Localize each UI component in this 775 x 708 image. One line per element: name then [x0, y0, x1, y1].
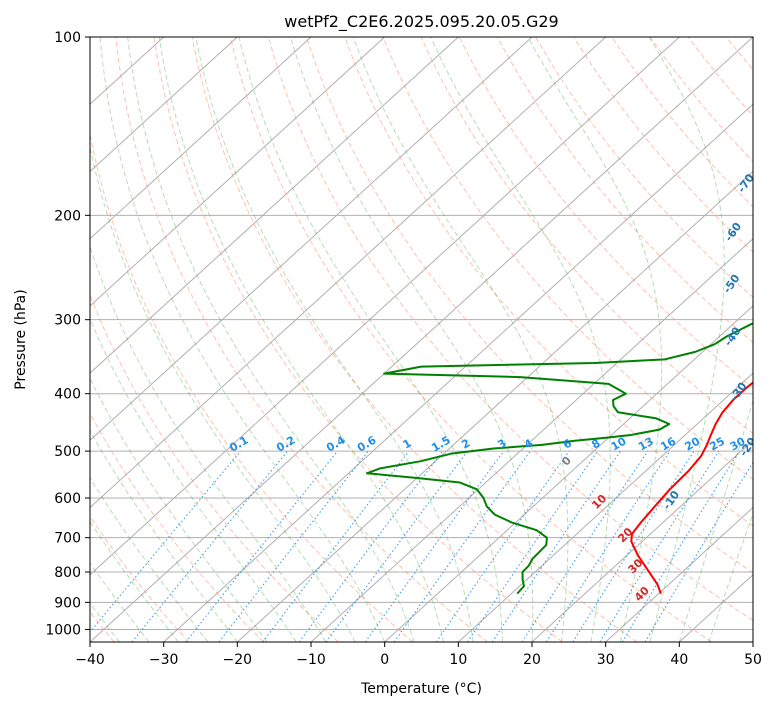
y-tick-label: 200: [54, 208, 81, 224]
dry-adiabat-line: [382, 37, 753, 481]
dry-adiabat-line: [268, 37, 753, 622]
moist-adiabat-line: [90, 245, 327, 642]
y-tick-label: 300: [54, 313, 81, 329]
plot-area: 0.10.20.40.611.52346810131620253036-100-…: [90, 37, 768, 642]
mixing-ratio-label: 36: [748, 434, 768, 453]
skewed-isotherm-gridlines: [90, 37, 753, 642]
moist-adiabat-line: [99, 37, 386, 642]
dry-adiabat-line: [229, 37, 712, 642]
mixing-ratio-line: [131, 450, 289, 642]
moist-adiabat-line: [127, 37, 415, 642]
isotherm-line: [605, 506, 753, 642]
y-tick-label: 600: [54, 491, 81, 507]
mixing-ratio-line: [467, 450, 599, 642]
chart-title: wetPf2_C2E6.2025.095.20.05.G29: [284, 12, 558, 32]
x-axis-label: Temperature (°C): [360, 681, 482, 697]
mixing-ratio-line: [262, 450, 410, 642]
dry-adiabat-line: [115, 37, 488, 642]
isotherm-line: [90, 37, 386, 307]
mixing-ratio-line: [90, 450, 242, 633]
moist-adiabat-line: [90, 429, 238, 642]
mixing-ratio-line: [364, 450, 505, 642]
mixing-ratio-line: [599, 450, 720, 642]
isotherm-line: [90, 37, 238, 173]
moist-adiabat-line: [90, 317, 297, 642]
dry-adiabat-line: [420, 37, 753, 435]
dry-adiabat-line: [458, 37, 753, 389]
isotherm-line: [236, 170, 753, 642]
moist-adiabat-line: [195, 37, 474, 642]
dry-adiabat-line: [90, 131, 414, 642]
moist-adiabat-line: [90, 377, 268, 642]
x-axis-ticks: −40 −30 −20 −10 0 10 20 30 40 50: [75, 642, 762, 668]
dry-adiabat-line: [496, 37, 753, 344]
y-axis-label: Pressure (hPa): [13, 289, 29, 389]
moist-adiabat-line: [289, 37, 534, 642]
y-tick-label: 100: [54, 30, 81, 46]
moist-adiabat-line: [708, 512, 753, 642]
moist-adiabat-line: [90, 144, 356, 642]
moist-adiabat-line: [527, 37, 663, 642]
mixing-ratio-line: [218, 450, 369, 642]
isotherm-line: [384, 305, 753, 642]
mixing-ratio-lines: [90, 450, 753, 642]
y-axis-ticks: 1000 900 800 700 600 500 400 300 200 100: [45, 30, 90, 638]
plot-frame: [89, 36, 754, 643]
isotherm-line: [90, 37, 459, 374]
sounding-profiles: [365, 322, 753, 595]
mixing-ratio-line: [393, 450, 531, 642]
moist-adiabat-line: [648, 37, 725, 642]
dry-adiabat-lines: [90, 37, 753, 642]
isotherm-line: [90, 37, 312, 240]
x-tick-label: −40: [75, 652, 105, 668]
y-tick-label: 700: [54, 531, 81, 547]
dry-adiabat-line: [611, 37, 753, 208]
dry-adiabat-line: [306, 37, 753, 574]
moist-adiabat-line: [678, 398, 753, 642]
moist-adiabat-lines: [90, 37, 753, 642]
x-tick-label: 10: [449, 652, 467, 668]
mixing-ratio-line: [185, 450, 338, 642]
dry-adiabat-line: [344, 37, 753, 527]
y-tick-label: 800: [54, 565, 81, 581]
mixing-ratio-line: [644, 461, 753, 642]
dry-adiabat-line: [191, 37, 638, 642]
dry-adiabat-line: [90, 515, 190, 642]
temperature-profile-line: [630, 381, 753, 594]
isotherm-line: [90, 37, 680, 576]
isotherm-line: [163, 103, 753, 642]
x-tick-label: 20: [523, 652, 541, 668]
dewpoint-profile-line: [365, 322, 753, 595]
dry-adiabat-line: [90, 293, 339, 642]
y-tick-label: 1000: [45, 622, 81, 638]
y-tick-label: 500: [54, 444, 81, 460]
x-tick-label: −20: [223, 652, 253, 668]
isotherm-line: [531, 439, 753, 642]
isotherm-line: [90, 37, 533, 442]
mixing-ratio-line: [621, 450, 740, 642]
isotherm-line: [457, 372, 753, 642]
moist-adiabat-line: [158, 37, 445, 642]
x-tick-label: −10: [296, 652, 326, 668]
moist-adiabat-line: [352, 37, 569, 642]
mixing-ratio-line: [545, 450, 671, 642]
moist-adiabat-line: [238, 37, 504, 642]
x-tick-label: 0: [380, 652, 389, 668]
mixing-ratio-line: [572, 450, 695, 642]
isotherm-line: [90, 37, 607, 509]
x-tick-label: 40: [670, 652, 688, 668]
dry-adiabat-line: [535, 37, 753, 298]
dry-adiabat-line: [649, 37, 753, 163]
y-tick-label: 400: [54, 387, 81, 403]
y-tick-label: 900: [54, 595, 81, 611]
isotherm-line: [90, 37, 753, 642]
x-tick-label: 50: [744, 652, 762, 668]
moist-adiabat-line: [430, 37, 611, 642]
x-tick-label: 30: [597, 652, 615, 668]
x-tick-label: −30: [149, 652, 179, 668]
